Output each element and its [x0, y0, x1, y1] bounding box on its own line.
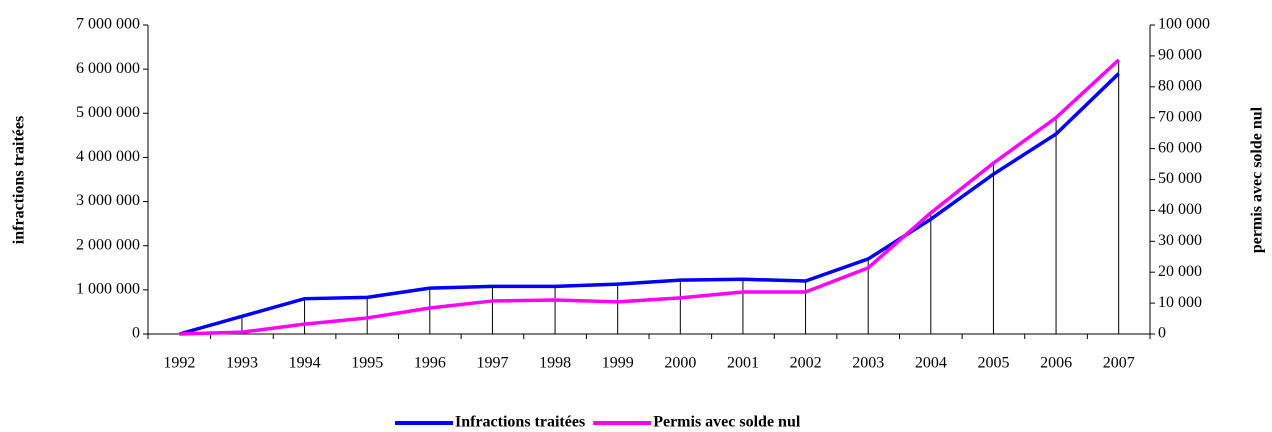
x-tick-label: 2004: [915, 355, 947, 372]
y-axis-title: infractions traitées: [11, 116, 28, 244]
x-tick-label: 2001: [727, 355, 759, 372]
x-tick-label: 1993: [226, 355, 258, 372]
x-tick-label: 1999: [602, 355, 634, 372]
x-tick-label: 2007: [1103, 355, 1135, 372]
x-tick-label: 2005: [977, 355, 1009, 372]
y2-axis-title: permis avec solde nul: [1249, 106, 1266, 253]
series-line: [178, 72, 1120, 336]
x-tick-label: 1998: [539, 355, 571, 372]
legend-label: Infractions traitées: [455, 414, 585, 431]
y2-tick-label: 70 000: [1158, 108, 1202, 125]
x-tick-label: 1996: [414, 355, 446, 372]
y-tick-label: 4 000 000: [76, 148, 140, 165]
y-tick-label: 3 000 000: [76, 192, 140, 209]
y2-tick-label: 10 000: [1158, 294, 1202, 311]
y2-tick-label: 40 000: [1158, 201, 1202, 218]
y2-tick-label: 20 000: [1158, 263, 1202, 280]
x-tick-label: 2000: [664, 355, 696, 372]
y-tick-label: 1 000 000: [76, 281, 140, 298]
y2-tick-label: 60 000: [1158, 139, 1202, 156]
y-tick-label: 5 000 000: [76, 104, 140, 121]
legend-label: Permis avec solde nul: [653, 414, 801, 431]
x-tick-label: 1992: [163, 355, 195, 372]
x-tick-label: 2006: [1040, 355, 1072, 372]
y-tick-label: 0: [132, 325, 140, 342]
y2-tick-label: 50 000: [1158, 170, 1202, 187]
y-tick-label: 6 000 000: [76, 60, 140, 77]
x-tick-label: 1994: [289, 355, 321, 372]
y2-tick-label: 0: [1158, 325, 1166, 342]
series-line: [179, 58, 1120, 336]
y2-tick-label: 90 000: [1158, 47, 1202, 64]
y2-tick-label: 80 000: [1158, 77, 1202, 94]
x-tick-label: 2003: [852, 355, 884, 372]
y2-tick-label: 100 000: [1158, 16, 1210, 33]
x-tick-label: 1995: [351, 355, 383, 372]
y2-tick-label: 30 000: [1158, 232, 1202, 249]
x-tick-label: 1997: [476, 355, 508, 372]
x-tick-label: 2002: [790, 355, 822, 372]
y-tick-label: 7 000 000: [76, 16, 140, 33]
y-tick-label: 2 000 000: [76, 236, 140, 253]
